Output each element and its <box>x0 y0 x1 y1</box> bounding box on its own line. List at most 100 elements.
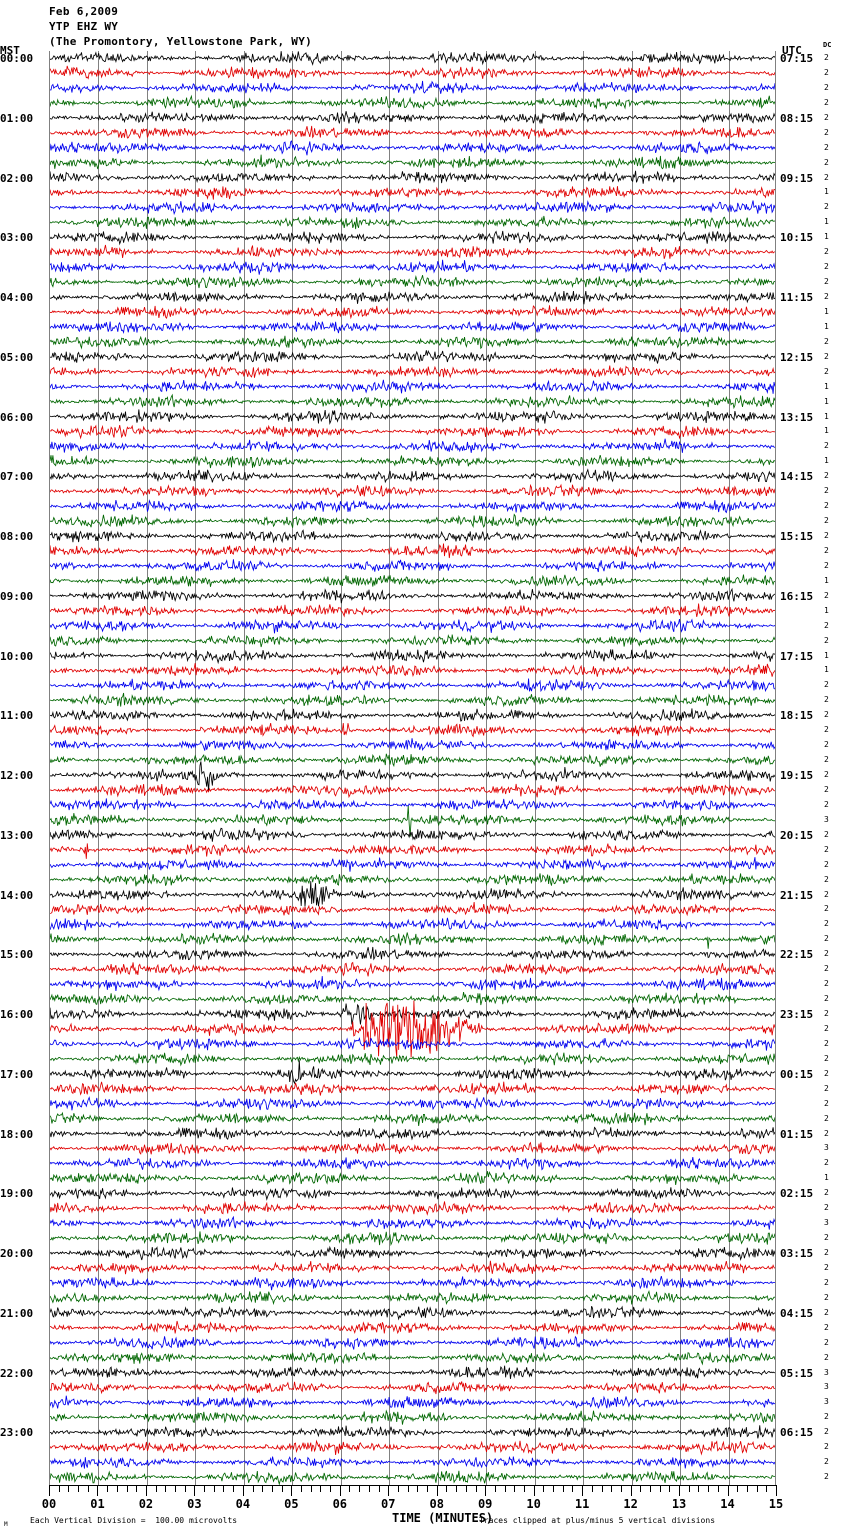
dc-value: 2 <box>824 770 829 779</box>
x-tick-minor <box>155 1485 157 1492</box>
dc-value: 2 <box>824 1248 829 1257</box>
utc-hour-label: 20:15 <box>780 828 814 842</box>
seismic-trace <box>50 976 775 992</box>
dc-value: 2 <box>824 620 829 630</box>
mst-hour-label: 18:00 <box>0 1127 34 1141</box>
x-tick-major <box>776 1485 777 1496</box>
seismic-trace <box>50 200 775 216</box>
x-tick-minor <box>601 1485 603 1492</box>
seismic-trace <box>50 65 775 80</box>
vertical-gridline <box>389 51 391 1485</box>
x-tick-label: 08 <box>429 1497 444 1511</box>
utc-hour-label: 02:15 <box>780 1187 814 1201</box>
utc-hour-label: 12:15 <box>780 350 814 364</box>
x-tick-label: 04 <box>235 1497 251 1511</box>
dc-value: 2 <box>824 1023 829 1033</box>
dc-value: 2 <box>824 874 829 884</box>
seismic-trace <box>50 722 775 738</box>
x-tick-major <box>291 1485 293 1496</box>
dc-value: 2 <box>824 277 829 287</box>
x-tick-minor <box>233 1485 235 1492</box>
dc-value: 2 <box>824 336 829 346</box>
seismic-trace <box>50 708 775 723</box>
dc-value: 2 <box>824 1009 829 1018</box>
seismic-trace <box>50 1157 775 1171</box>
x-tick-minor <box>640 1485 642 1492</box>
utc-hour-label: 19:15 <box>780 769 814 782</box>
dc-value: 2 <box>824 1113 829 1123</box>
dc-value: 1 <box>824 411 829 421</box>
mst-hour-label: 06:00 <box>0 410 34 424</box>
utc-hour-label: 22:15 <box>780 948 814 962</box>
vertical-gridline <box>583 51 585 1485</box>
dc-value: 2 <box>824 1442 829 1452</box>
vertical-gridline <box>98 51 100 1485</box>
x-tick-minor <box>456 1485 458 1492</box>
seismic-trace <box>50 259 775 275</box>
x-tick-minor <box>223 1485 225 1492</box>
utc-hour-label: 03:15 <box>780 1247 814 1260</box>
seismic-trace <box>50 1470 775 1485</box>
x-tick-minor <box>465 1485 467 1492</box>
utc-hour-label: 16:15 <box>780 589 814 603</box>
mst-hour-label: 23:00 <box>0 1426 34 1440</box>
mst-hour-label: 22:00 <box>0 1366 34 1380</box>
x-tick-minor <box>184 1485 186 1492</box>
seismic-trace <box>50 305 775 320</box>
seismic-trace <box>50 335 775 350</box>
station-code: YTP EHZ WY <box>49 20 119 33</box>
seismic-trace <box>50 94 775 110</box>
x-tick-minor <box>78 1485 80 1492</box>
record-date: Feb 6,2009 <box>49 5 119 18</box>
dc-value: 2 <box>824 292 829 301</box>
dc-value: 2 <box>824 1277 829 1287</box>
seismic-trace <box>50 805 775 837</box>
x-tick-minor <box>562 1485 564 1492</box>
vertical-gridline <box>292 51 294 1485</box>
dc-value: 2 <box>824 516 829 526</box>
dc-value: 2 <box>824 799 829 809</box>
seismic-trace <box>50 634 775 648</box>
seismic-trace <box>50 409 775 425</box>
dc-value: 2 <box>824 545 829 555</box>
seismic-trace <box>50 761 775 792</box>
seismic-trace <box>50 648 775 665</box>
seismic-trace <box>50 618 775 634</box>
dc-value: 2 <box>824 1352 829 1362</box>
utc-hour-label: 01:15 <box>780 1127 814 1141</box>
seismic-trace <box>50 902 775 917</box>
dc-value: 2 <box>824 1158 829 1168</box>
seismic-trace <box>50 529 775 544</box>
dc-value: 2 <box>824 1233 829 1243</box>
dc-value: 3 <box>824 1397 829 1407</box>
dc-value: 2 <box>824 441 829 451</box>
seismic-trace <box>50 154 775 170</box>
seismic-trace <box>50 603 775 618</box>
dc-value: 2 <box>824 934 829 944</box>
x-tick-major <box>679 1485 681 1496</box>
utc-hour-label: 15:15 <box>780 530 814 543</box>
x-tick-minor <box>572 1485 574 1492</box>
x-tick-major <box>485 1485 487 1496</box>
dc-value: 2 <box>824 112 829 122</box>
dc-value: 2 <box>824 1053 829 1063</box>
vertical-gridline <box>728 51 730 1485</box>
mst-hour-label: 19:00 <box>0 1187 34 1201</box>
seismic-trace <box>50 1409 775 1425</box>
x-tick-minor <box>746 1485 748 1492</box>
x-tick-minor <box>514 1485 516 1492</box>
x-tick-label: 01 <box>90 1497 105 1511</box>
seismic-trace <box>50 1037 775 1051</box>
seismic-trace <box>50 932 775 949</box>
seismic-trace <box>50 1245 775 1261</box>
dc-value: 2 <box>824 889 829 899</box>
dc-value: 2 <box>824 1203 829 1213</box>
x-tick-major <box>630 1485 632 1496</box>
x-tick-minor <box>349 1485 351 1492</box>
x-tick-minor <box>708 1485 710 1492</box>
seismic-trace <box>50 499 775 514</box>
x-tick-major <box>436 1485 438 1496</box>
grid-layer <box>50 51 775 1485</box>
seismic-trace <box>50 230 775 246</box>
seismogram-plot-area <box>49 51 776 1485</box>
